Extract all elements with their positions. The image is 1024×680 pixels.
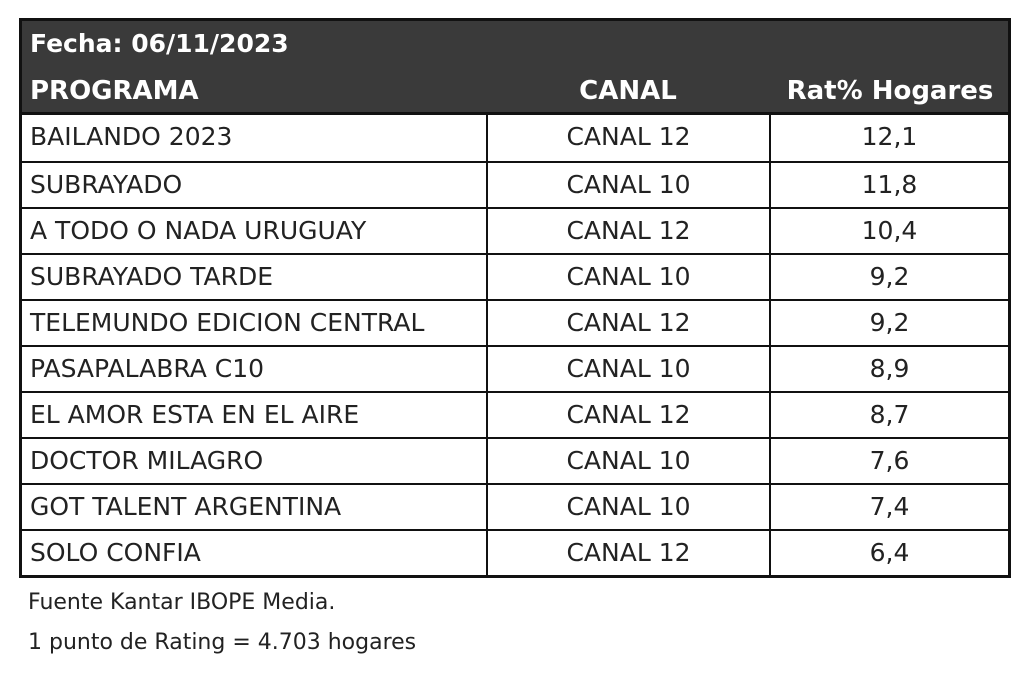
table-row: BAILANDO 2023 CANAL 12 12,1 <box>22 115 1008 161</box>
channel-cell: CANAL 12 <box>488 531 771 575</box>
table-header: Fecha: 06/11/2023 PROGRAMA CANAL Rat% Ho… <box>22 21 1008 115</box>
table-body: BAILANDO 2023 CANAL 12 12,1 SUBRAYADO CANAL … <box>22 115 1008 575</box>
program-cell: SUBRAYADO TARDE <box>22 255 488 299</box>
ratings-table: Fecha: 06/11/2023 PROGRAMA CANAL Rat% Ho… <box>19 18 1011 578</box>
program-cell: EL AMOR ESTA EN EL AIRE <box>22 393 488 437</box>
table-row: GOT TALENT ARGENTINA CANAL 10 7,4 <box>22 483 1008 529</box>
rating-note: 1 punto de Rating = 4.703 hogares <box>28 630 417 655</box>
channel-cell: CANAL 12 <box>488 209 771 253</box>
program-cell: A TODO O NADA URUGUAY <box>22 209 488 253</box>
table-row: A TODO O NADA URUGUAY CANAL 12 10,4 <box>22 207 1008 253</box>
program-cell: DOCTOR MILAGRO <box>22 439 488 483</box>
rating-cell: 8,9 <box>869 354 910 383</box>
column-header-rating: Rat% Hogares <box>786 76 994 106</box>
rating-cell: 9,2 <box>869 262 910 291</box>
table-row: SUBRAYADO CANAL 10 11,8 <box>22 161 1008 207</box>
rating-cell: 8,7 <box>869 400 910 429</box>
table-row: EL AMOR ESTA EN EL AIRE CANAL 12 8,7 <box>22 391 1008 437</box>
rating-cell: 12,1 <box>861 122 918 151</box>
program-cell: GOT TALENT ARGENTINA <box>22 485 488 529</box>
table-row: SUBRAYADO TARDE CANAL 10 9,2 <box>22 253 1008 299</box>
table-row: SOLO CONFIA CANAL 12 6,4 <box>22 529 1008 575</box>
rating-cell: 11,8 <box>861 170 918 199</box>
program-cell: TELEMUNDO EDICION CENTRAL <box>22 301 488 345</box>
rating-cell: 9,2 <box>869 308 910 337</box>
channel-cell: CANAL 12 <box>488 393 771 437</box>
rating-cell: 6,4 <box>869 538 910 567</box>
channel-cell: CANAL 10 <box>488 439 771 483</box>
rating-cell: 7,6 <box>869 446 910 475</box>
program-cell: BAILANDO 2023 <box>22 115 488 161</box>
channel-cell: CANAL 10 <box>488 163 771 207</box>
source-note: Fuente Kantar IBOPE Media. <box>28 590 336 615</box>
table-row: PASAPALABRA C10 CANAL 10 8,9 <box>22 345 1008 391</box>
rating-cell: 10,4 <box>861 216 918 245</box>
column-header-canal: CANAL <box>579 76 677 106</box>
channel-cell: CANAL 10 <box>488 485 771 529</box>
program-cell: SUBRAYADO <box>22 163 488 207</box>
program-cell: SOLO CONFIA <box>22 531 488 575</box>
channel-cell: CANAL 12 <box>488 301 771 345</box>
channel-cell: CANAL 10 <box>488 255 771 299</box>
channel-cell: CANAL 12 <box>488 115 771 161</box>
program-cell: PASAPALABRA C10 <box>22 347 488 391</box>
table-row: TELEMUNDO EDICION CENTRAL CANAL 12 9,2 <box>22 299 1008 345</box>
channel-cell: CANAL 10 <box>488 347 771 391</box>
rating-cell: 7,4 <box>869 492 910 521</box>
column-header-programa: PROGRAMA <box>30 76 199 106</box>
table-row: DOCTOR MILAGRO CANAL 10 7,6 <box>22 437 1008 483</box>
date-label: Fecha: 06/11/2023 <box>30 29 289 58</box>
